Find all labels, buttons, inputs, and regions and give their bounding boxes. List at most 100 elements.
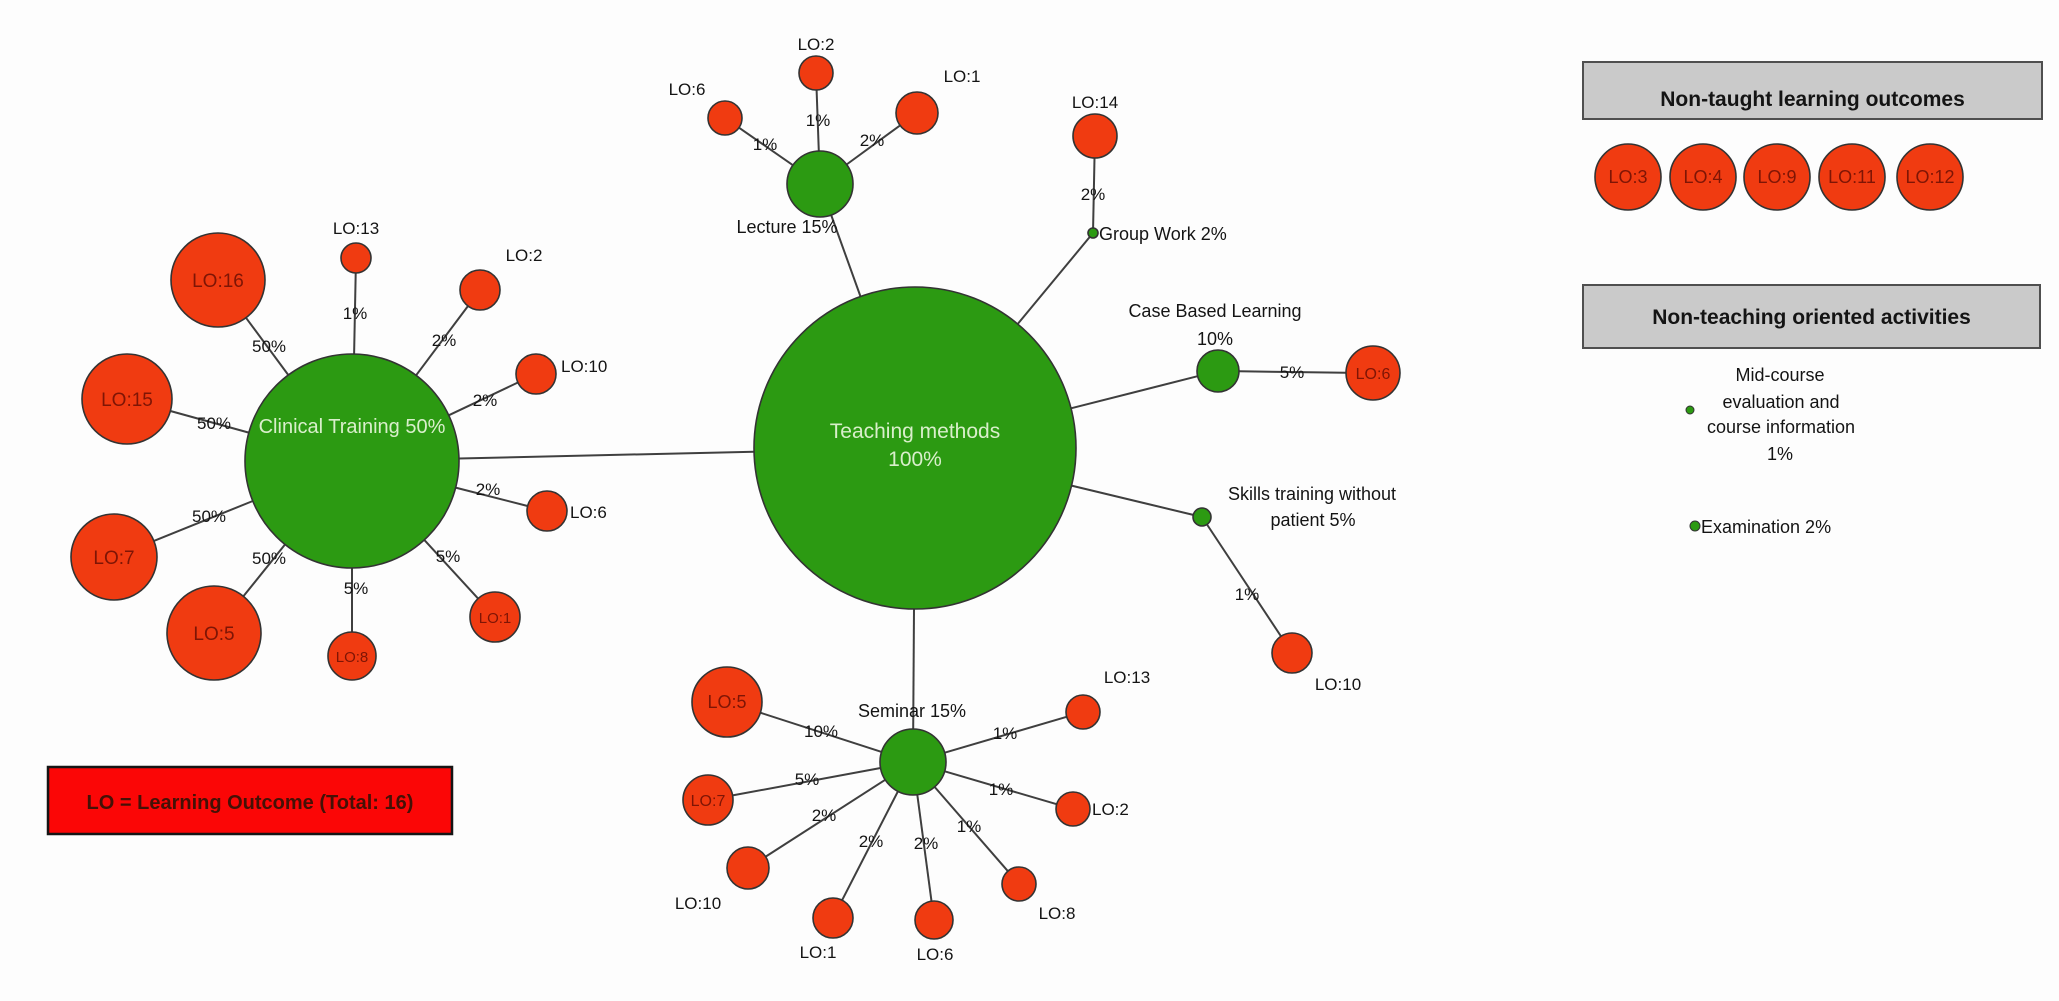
diagram-label: 10% bbox=[804, 722, 838, 741]
diagram-label: LO:10 bbox=[561, 357, 607, 376]
edge-seminar-s-lo13 bbox=[944, 715, 1067, 754]
edge-seminar-s-lo10 bbox=[765, 778, 886, 858]
node-l-lo6 bbox=[707, 100, 743, 136]
diagram-label: LO:10 bbox=[1315, 675, 1361, 694]
node-cb-lo6 bbox=[1345, 345, 1401, 401]
edge-teaching-cbl bbox=[1070, 375, 1198, 410]
activity-label: course information bbox=[1707, 417, 1855, 437]
node-label-c-lo7: LO:7 bbox=[93, 548, 134, 569]
edge-teaching-skills bbox=[1071, 484, 1194, 516]
non-taught-node-label: LO:12 bbox=[1905, 167, 1954, 187]
edge-seminar-s-lo8 bbox=[933, 786, 1009, 872]
node-label-c-lo8: LO:8 bbox=[336, 649, 369, 666]
diagram-label: 1% bbox=[993, 724, 1018, 743]
node-label-clinical: Clinical Training 50% bbox=[259, 416, 446, 438]
node-c-lo2 bbox=[459, 269, 501, 311]
node-s-lo2 bbox=[1055, 791, 1091, 827]
node-skills bbox=[1192, 507, 1212, 527]
non-taught-node-lo-11 bbox=[1818, 143, 1886, 211]
node-clinical bbox=[244, 353, 460, 569]
non-taught-header: Non-taught learning outcomes bbox=[1660, 88, 1965, 111]
node-s-lo1 bbox=[812, 897, 854, 939]
node-label-c-lo16: LO:16 bbox=[192, 271, 244, 292]
edge-clinical-teaching bbox=[458, 450, 755, 460]
node-l-lo2 bbox=[798, 55, 834, 91]
node-l-lo1 bbox=[895, 91, 939, 135]
diagram-label: 5% bbox=[795, 770, 820, 789]
legend-box bbox=[46, 765, 454, 836]
diagram-label: 2% bbox=[812, 806, 837, 825]
non-taught-node-label: LO:9 bbox=[1757, 167, 1796, 187]
edge-seminar-s-lo6 bbox=[916, 794, 933, 902]
diagram-label: LO:2 bbox=[506, 246, 543, 265]
node-c-lo8 bbox=[327, 631, 377, 681]
edge-clinical-c-lo2 bbox=[415, 305, 469, 376]
diagram-label: LO:6 bbox=[669, 80, 706, 99]
edge-cbl-cb-lo6 bbox=[1238, 370, 1347, 374]
diagram-label: patient 5% bbox=[1270, 510, 1355, 530]
node-c-lo16 bbox=[170, 232, 266, 328]
node-label-teaching: Teaching methods bbox=[830, 420, 1000, 443]
non-taught-node-lo-3 bbox=[1594, 143, 1662, 211]
diagram-label: 2% bbox=[914, 834, 939, 853]
edge-clinical-c-lo15 bbox=[170, 410, 250, 434]
diagram-label: Group Work 2% bbox=[1099, 224, 1227, 244]
diagram-label: 2% bbox=[1081, 185, 1106, 204]
diagram-label: 1% bbox=[957, 817, 982, 836]
diagram-label: LO:6 bbox=[917, 945, 954, 964]
diagram-label: 50% bbox=[192, 507, 226, 526]
non-taught-header-box bbox=[1582, 61, 2043, 120]
node-c-lo13 bbox=[340, 242, 372, 274]
edge-lecture-l-lo2 bbox=[815, 89, 820, 152]
diagram-label: 1% bbox=[343, 304, 368, 323]
non-teaching-header: Non-teaching oriented activities bbox=[1652, 306, 1971, 329]
non-taught-node-label: LO:11 bbox=[1828, 167, 1876, 187]
diagram-label: 2% bbox=[860, 131, 885, 150]
non-taught-node-label: LO:3 bbox=[1608, 167, 1647, 187]
legend-text: LO = Learning Outcome (Total: 16) bbox=[87, 792, 414, 814]
non-taught-node-label: LO:4 bbox=[1683, 167, 1722, 187]
diagram-label: LO:10 bbox=[675, 894, 721, 913]
edge-clinical-c-lo13 bbox=[353, 272, 357, 355]
diagram-label: 1% bbox=[806, 111, 831, 130]
node-cbl bbox=[1196, 349, 1240, 393]
activity-dot-0 bbox=[1685, 405, 1695, 415]
edge-clinical-c-lo7 bbox=[153, 500, 254, 542]
edge-lecture-teaching bbox=[830, 214, 862, 297]
diagram-label: LO:6 bbox=[570, 503, 607, 522]
node-c-lo10 bbox=[515, 353, 557, 395]
node-c-lo5 bbox=[166, 585, 262, 681]
node-s-lo8 bbox=[1001, 866, 1037, 902]
diagram-label: Lecture 15% bbox=[736, 217, 837, 237]
edge-seminar-s-lo7 bbox=[732, 767, 881, 797]
node-groupwork bbox=[1087, 227, 1099, 239]
node-c-lo6 bbox=[526, 490, 568, 532]
node-sk-lo10 bbox=[1271, 632, 1313, 674]
edge-clinical-c-lo6 bbox=[455, 486, 528, 507]
diagram-label: LO:1 bbox=[800, 943, 837, 962]
diagram-label: Case Based Learning bbox=[1128, 301, 1301, 321]
node-label-cb-lo6: LO:6 bbox=[1356, 366, 1391, 383]
edge-seminar-s-lo2 bbox=[944, 770, 1057, 806]
diagram-label: LO:8 bbox=[1039, 904, 1076, 923]
diagram-label: 1% bbox=[1235, 585, 1260, 604]
node-s-lo13 bbox=[1065, 694, 1101, 730]
node-label-c-lo5: LO:5 bbox=[193, 624, 234, 645]
edge-skills-sk-lo10 bbox=[1206, 523, 1282, 637]
diagram-label: 1% bbox=[753, 135, 778, 154]
non-taught-node-lo-9 bbox=[1743, 143, 1811, 211]
node-label-s-lo7: LO:7 bbox=[691, 793, 726, 810]
diagram-label: 5% bbox=[436, 547, 461, 566]
diagram-label: Skills training without bbox=[1228, 484, 1396, 504]
edge-groupwork-g-lo14 bbox=[1092, 157, 1096, 229]
edge-seminar-s-lo5 bbox=[759, 711, 882, 753]
node-c-lo1 bbox=[469, 591, 521, 643]
node-s-lo6 bbox=[914, 900, 954, 940]
diagram-label: 2% bbox=[432, 331, 457, 350]
edge-lecture-l-lo6 bbox=[738, 126, 794, 167]
node-seminar bbox=[879, 728, 947, 796]
diagram-label: 50% bbox=[252, 337, 286, 356]
diagram-label: 5% bbox=[1280, 363, 1305, 382]
node-c-lo7 bbox=[70, 513, 158, 601]
